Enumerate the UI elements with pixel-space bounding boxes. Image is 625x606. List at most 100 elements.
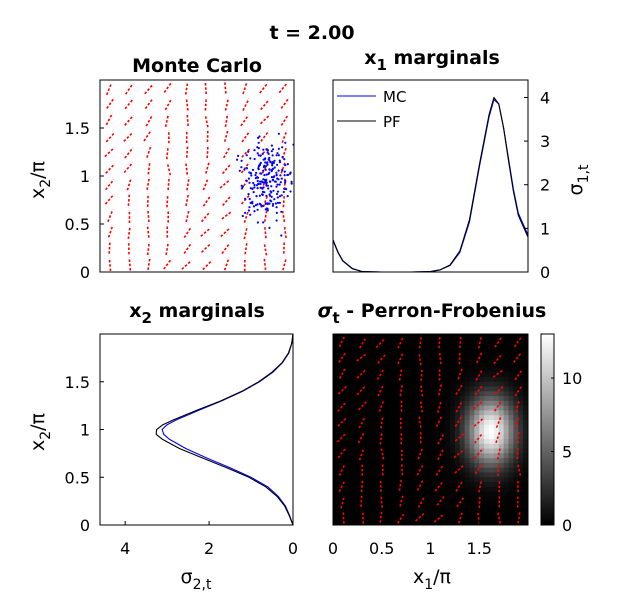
mc-particle-162 [251, 187, 254, 190]
pf-cell-18-8 [420, 372, 427, 378]
pf-cell-22-22 [440, 439, 446, 445]
pf-cell-39-19 [523, 424, 528, 431]
pf-cell-22-6 [440, 362, 446, 369]
pf-cell-19-28 [425, 467, 432, 474]
pf-cell-0-20 [333, 429, 339, 435]
pf-cell-38-36 [518, 505, 524, 512]
pf-cell-25-25 [454, 453, 461, 459]
pf-cell-18-17 [420, 415, 427, 421]
pf-cell-31-13 [484, 396, 490, 402]
pf-cell-12-8 [391, 372, 397, 378]
pf-cell-19-16 [425, 410, 432, 416]
mc-arrow-3 [105, 131, 116, 143]
mc-particle-44 [284, 179, 287, 182]
pf-cell-19-37 [425, 510, 432, 517]
mc-arrow-86 [240, 114, 250, 127]
pf-cell-7-9 [367, 376, 373, 383]
pf-cell-35-5 [503, 357, 510, 364]
pf-cell-14-35 [401, 501, 407, 507]
pf-cell-24-11 [450, 386, 456, 392]
pf-cell-31-28 [484, 467, 490, 474]
mc-particle-153 [279, 181, 282, 184]
x2m-xlabel: σ2,t [181, 566, 212, 593]
pf-cell-8-8 [372, 372, 378, 378]
pf-cell-0-28 [333, 467, 339, 474]
pf-cell-26-1 [459, 338, 466, 345]
pf-cell-1-32 [337, 486, 344, 493]
pf-cell-12-35 [391, 501, 397, 507]
pf-cell-20-9 [430, 376, 436, 383]
pf-cell-34-25 [498, 453, 505, 459]
pf-cell-39-4 [523, 353, 528, 359]
pf-cell-39-3 [523, 348, 528, 354]
pf-cell-27-20 [464, 429, 471, 435]
pf-cell-30-19 [479, 424, 485, 431]
mc-particle-62 [254, 177, 257, 180]
pf-cell-39-10 [523, 381, 528, 388]
pf-cell-0-6 [333, 362, 339, 369]
pf-cell-27-15 [464, 405, 471, 412]
pf-cell-38-19 [518, 424, 524, 431]
pf-cell-6-15 [362, 405, 368, 412]
pf-cell-11-21 [386, 434, 393, 440]
pf-cell-39-33 [523, 491, 528, 497]
pf-cell-31-30 [484, 477, 490, 483]
pf-cell-30-16 [479, 410, 485, 416]
pf-cell-24-36 [450, 505, 456, 512]
pf-cell-19-1 [425, 338, 432, 345]
pf-cell-14-24 [401, 448, 407, 454]
pf-arrow-104 [497, 462, 500, 477]
pf-cell-19-31 [425, 482, 432, 488]
pf-cell-0-9 [333, 376, 339, 383]
pf-cell-22-35 [440, 501, 446, 507]
figure-title: t = 2.00 [269, 22, 354, 44]
pf-cell-6-13 [362, 396, 368, 402]
pf-cell-30-9 [479, 376, 485, 383]
pf-cell-20-21 [430, 434, 436, 440]
pf-cell-4-20 [352, 429, 358, 435]
pf-cell-39-12 [523, 391, 528, 397]
pf-cell-9-26 [376, 458, 383, 464]
pf-cell-39-15 [523, 405, 528, 412]
pf-cell-12-25 [391, 453, 397, 459]
pf-cell-18-32 [420, 486, 427, 493]
mc-arrow-78 [219, 178, 231, 189]
pf-cell-7-37 [367, 510, 373, 517]
pf-cell-3-26 [347, 458, 354, 464]
pf-cell-36-26 [508, 458, 514, 464]
pf-cell-11-36 [386, 505, 393, 512]
pf-cell-15-29 [406, 472, 412, 478]
mc-particle-233 [265, 148, 268, 151]
pf-cell-24-15 [450, 405, 456, 412]
pf-arrow-110 [514, 368, 524, 381]
pf-cell-3-2 [347, 343, 354, 349]
pf-cell-7-25 [367, 453, 373, 459]
pf-cell-29-20 [474, 429, 480, 435]
pf-cell-17-26 [415, 458, 422, 464]
pf-cell-19-35 [425, 501, 432, 507]
pf-arrow-89 [473, 417, 485, 427]
pf-cell-2-5 [342, 357, 349, 364]
pf-cell-37-38 [513, 515, 519, 521]
pf-cell-7-19 [367, 424, 373, 431]
pf-cell-37-32 [513, 486, 519, 493]
pf-colorbar [540, 333, 555, 526]
pf-cell-36-24 [508, 448, 514, 454]
pf-cell-23-25 [445, 453, 451, 459]
pf-cell-23-7 [445, 367, 451, 373]
mc-arrow-56 [185, 209, 190, 223]
pf-cell-18-23 [420, 443, 427, 450]
mc-particle-204 [238, 169, 241, 172]
pf-cell-24-16 [450, 410, 456, 416]
pf-cell-27-8 [464, 372, 471, 378]
pf-cell-19-15 [425, 405, 432, 412]
pf-cell-8-5 [372, 357, 378, 364]
pf-cell-28-30 [469, 477, 475, 483]
pf-cell-39-35 [523, 501, 528, 507]
pf-cell-1-9 [337, 376, 344, 383]
pf-arrow-84 [477, 335, 483, 349]
pf-cell-26-0 [459, 334, 466, 340]
pf-cell-17-30 [415, 477, 422, 483]
mc-particle-2 [272, 189, 275, 192]
pf-cell-18-13 [420, 396, 427, 402]
